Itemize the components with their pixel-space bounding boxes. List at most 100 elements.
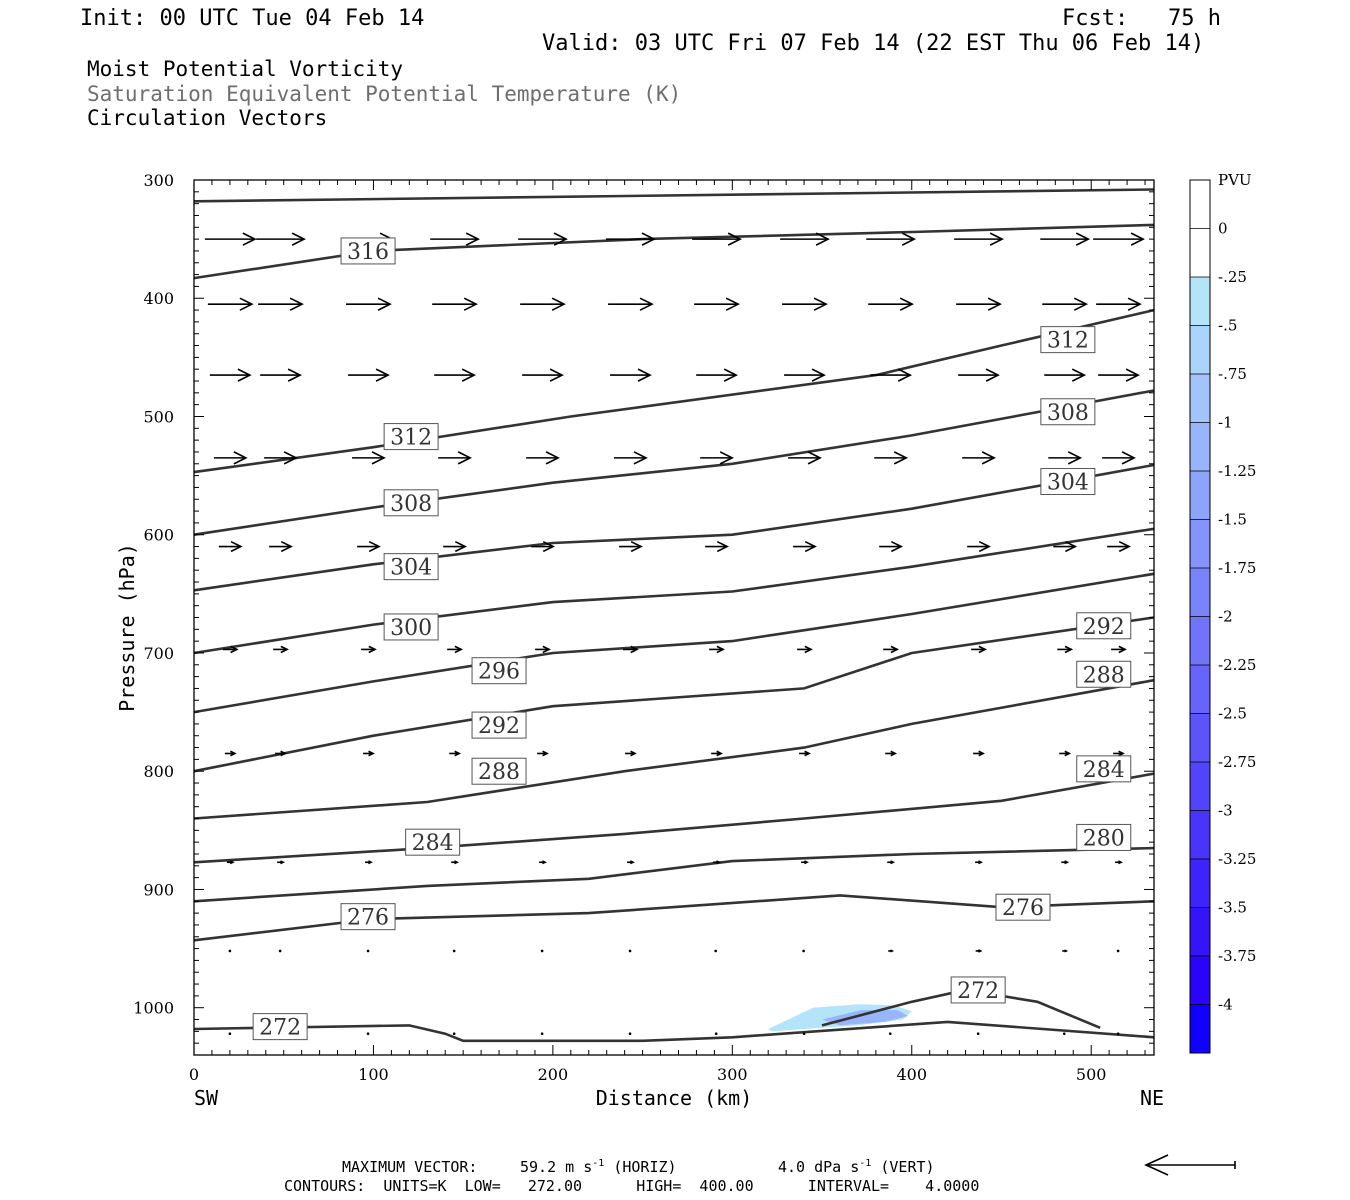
circulation-vector [275, 750, 287, 757]
isentrope-300 [193, 527, 1155, 655]
colorbar-label: -4 [1218, 996, 1233, 1014]
circulation-vector [224, 750, 237, 757]
svg-text:288: 288 [478, 760, 520, 785]
circulation-vector [361, 645, 377, 654]
contour-label: 300 [383, 613, 439, 641]
circulation-vector [1057, 645, 1074, 654]
circulation-vector [226, 860, 235, 865]
circulation-vector [346, 297, 392, 311]
circulation-vector [228, 1032, 232, 1036]
contour-label: 292 [1076, 612, 1132, 640]
max-horiz-value: 59.2 m s-1 (HORIZ) [520, 1158, 677, 1176]
svg-text:284: 284 [1083, 758, 1125, 783]
colorbar-segment [1190, 713, 1210, 762]
circulation-vector [614, 451, 648, 465]
y-tick-label: 1000 [133, 999, 174, 1018]
svg-text:304: 304 [390, 556, 432, 581]
endpoint-ne: NE [1140, 1086, 1164, 1110]
circulation-vector [866, 232, 917, 246]
colorbar-segment [1190, 568, 1210, 617]
circulation-vector [1042, 297, 1089, 311]
circulation-vector [277, 860, 285, 865]
colorbar-label: -3.75 [1218, 947, 1256, 965]
svg-text:288: 288 [1083, 663, 1125, 688]
circulation-vector [694, 297, 740, 311]
circulation-vector [797, 645, 813, 654]
y-tick-label: 600 [143, 526, 174, 545]
contour-label: 288 [471, 757, 527, 785]
circulation-vector [213, 451, 248, 465]
isentrope-304 [193, 463, 1155, 592]
circulation-vector [879, 540, 904, 553]
circulation-vector [522, 368, 564, 382]
circulation-vector [1059, 750, 1072, 757]
colorbar-label: -2.25 [1218, 656, 1256, 674]
valid-time: Valid: 03 UTC Fri 07 Feb 14 (22 EST Thu … [542, 31, 1205, 56]
circulation-vector [1062, 949, 1069, 953]
circulation-vector [357, 540, 381, 553]
y-tick-label: 300 [143, 171, 174, 190]
contour-label: 272 [252, 1013, 308, 1041]
svg-text:272: 272 [957, 979, 999, 1004]
circulation-vector [222, 645, 239, 654]
svg-text:308: 308 [390, 492, 432, 517]
circulation-vector [278, 949, 282, 953]
svg-text:312: 312 [390, 426, 432, 451]
isentrope-280 [193, 846, 1155, 903]
svg-text:284: 284 [412, 831, 454, 856]
colorbar-label: -2 [1218, 608, 1233, 626]
x-tick-label: 100 [358, 1065, 389, 1084]
circulation-vector [958, 368, 1000, 382]
circulation-vector [705, 540, 729, 553]
contour-label: 312 [383, 423, 439, 451]
circulation-vector [363, 750, 375, 757]
isentrope-312 [193, 308, 1155, 474]
circulation-vector [520, 297, 566, 311]
colorbar-segment [1190, 519, 1210, 568]
x-tick-label: 300 [717, 1065, 748, 1084]
circulation-vector [709, 645, 725, 654]
circulation-vector [256, 232, 306, 246]
contour-label: 292 [471, 711, 527, 739]
circulation-vector [264, 451, 298, 465]
svg-text:308: 308 [1047, 401, 1089, 426]
circulation-vector [1107, 540, 1131, 553]
circulation-vector [700, 451, 734, 465]
circulation-vector [788, 451, 822, 465]
circulation-vector [518, 232, 568, 246]
x-tick-label: 500 [1076, 1065, 1107, 1084]
circulation-vector [971, 645, 987, 654]
circulation-vector [207, 297, 254, 311]
circulation-vector [366, 1032, 370, 1036]
circulation-vector [1040, 232, 1091, 246]
colorbar-segment [1190, 422, 1210, 471]
endpoint-sw: SW [194, 1086, 219, 1110]
colorbar-label: -1.5 [1218, 511, 1247, 529]
circulation-vector [954, 232, 1004, 246]
y-axis-title: Pressure (hPa) [115, 543, 139, 712]
circulation-vector [868, 297, 915, 311]
circulation-vector [366, 949, 370, 953]
max-vector-label: MAXIMUM VECTOR: [342, 1158, 478, 1176]
circulation-vector [711, 750, 723, 757]
circulation-vector [228, 949, 232, 953]
isentrope-296 [193, 572, 1155, 714]
init-time: Init: 00 UTC Tue 04 Feb 14 [80, 6, 425, 31]
circulation-vector [537, 750, 549, 757]
isentrope-284 [193, 772, 1155, 864]
circulation-vector [625, 750, 637, 757]
colorbar-label: -1.25 [1218, 462, 1256, 480]
circulation-vector [627, 860, 635, 865]
circulation-vector [430, 232, 480, 246]
colorbar-segment [1190, 471, 1210, 520]
colorbar-segment [1190, 907, 1210, 956]
circulation-vector [975, 860, 983, 865]
colorbar-segment [1190, 180, 1210, 229]
svg-text:280: 280 [1083, 826, 1125, 851]
circulation-vector [782, 297, 828, 311]
circulation-vector [438, 451, 472, 465]
circulation-vector [967, 540, 991, 553]
contour-label: 272 [950, 976, 1006, 1004]
circulation-vector [696, 368, 738, 382]
